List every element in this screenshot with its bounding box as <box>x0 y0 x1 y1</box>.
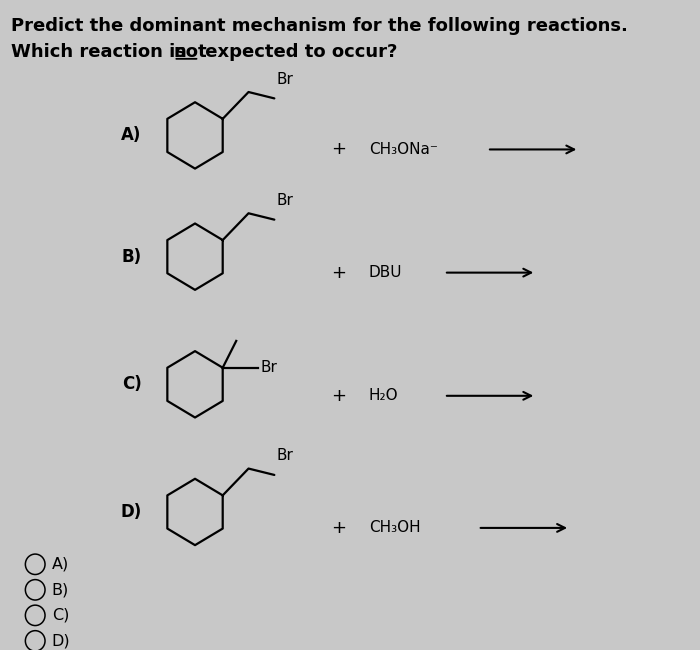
Text: A): A) <box>121 126 141 144</box>
Text: DBU: DBU <box>369 265 402 280</box>
Text: C): C) <box>122 375 141 393</box>
Text: CH₃ONa⁻: CH₃ONa⁻ <box>369 142 438 157</box>
Text: +: + <box>330 264 346 281</box>
Text: +: + <box>330 387 346 405</box>
Text: H₂O: H₂O <box>369 388 398 403</box>
Text: Br: Br <box>276 72 294 87</box>
Text: C): C) <box>52 608 69 623</box>
Text: expected to occur?: expected to occur? <box>199 43 398 61</box>
Text: Br: Br <box>276 448 294 463</box>
Text: D): D) <box>120 503 141 521</box>
Text: +: + <box>330 519 346 537</box>
Text: Br: Br <box>276 193 294 208</box>
Text: +: + <box>330 140 346 159</box>
Text: B): B) <box>52 582 69 597</box>
Text: A): A) <box>52 557 69 572</box>
Text: B): B) <box>121 248 141 266</box>
Text: D): D) <box>52 633 71 649</box>
Text: Predict the dominant mechanism for the following reactions.: Predict the dominant mechanism for the f… <box>10 18 627 35</box>
Text: Br: Br <box>260 360 277 375</box>
Text: not: not <box>174 43 207 61</box>
Text: Which reaction is: Which reaction is <box>10 43 192 61</box>
Text: CH₃OH: CH₃OH <box>369 521 421 536</box>
